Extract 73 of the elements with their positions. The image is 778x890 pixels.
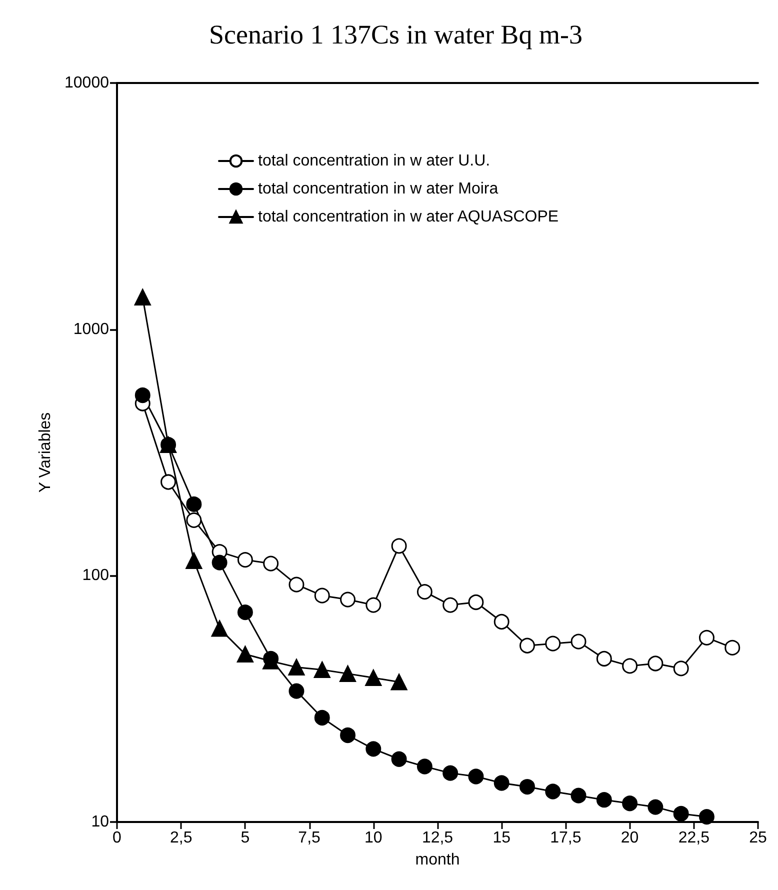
x-tick-label: 12,5 (422, 830, 454, 846)
point (340, 592, 356, 608)
x-tick-label: 10 (364, 830, 382, 846)
x-tick-label: 0 (112, 830, 122, 846)
legend-label: total concentration in w ater U.U. (258, 152, 490, 170)
point (596, 792, 612, 808)
point (545, 636, 561, 652)
point (366, 741, 382, 757)
point (442, 765, 458, 781)
point (236, 646, 254, 662)
point (160, 474, 176, 490)
x-tick-label: 2,5 (170, 830, 192, 846)
point (622, 658, 638, 674)
point (391, 538, 407, 554)
point (288, 576, 304, 592)
x-tick-label: 20 (620, 830, 639, 846)
point (263, 556, 279, 572)
point (340, 665, 356, 682)
point (570, 788, 586, 804)
legend-label: total concentration in w ater AQUASCOPE (258, 208, 559, 226)
point (520, 779, 535, 795)
x-tick-label: 7,5 (298, 830, 321, 846)
point (314, 710, 330, 726)
point (288, 683, 304, 699)
x-tick-label: 17,5 (550, 830, 582, 846)
point (237, 604, 253, 620)
point (494, 775, 510, 791)
point (237, 552, 253, 568)
point (314, 588, 330, 604)
x-tick-label: 25 (749, 830, 767, 846)
point (416, 584, 432, 600)
point (520, 638, 535, 654)
x-tick-label: 22,5 (678, 830, 710, 846)
point (134, 388, 150, 403)
point (673, 806, 689, 822)
point (622, 796, 638, 812)
point (648, 799, 664, 815)
y-tick-label: 100 (82, 567, 110, 584)
point (416, 758, 432, 774)
legend-label: total concentration in w ater Moira (258, 180, 498, 198)
point (211, 620, 228, 637)
point (442, 597, 458, 613)
point (340, 728, 356, 743)
point (724, 640, 740, 656)
y-tick-label: 10 (91, 814, 110, 830)
point (314, 662, 330, 678)
point (391, 751, 407, 767)
point (673, 660, 689, 676)
point (186, 552, 202, 569)
point (186, 496, 202, 512)
point (648, 656, 664, 672)
x-tick-label: 5 (240, 830, 250, 846)
point (288, 658, 305, 676)
point (570, 634, 586, 650)
point (596, 650, 612, 666)
x-tick-label: 15 (492, 830, 511, 846)
y-tick-label: 10000 (64, 74, 110, 92)
point (366, 597, 382, 613)
point (365, 670, 382, 686)
point (468, 768, 484, 784)
point (494, 614, 510, 630)
point (545, 784, 561, 800)
point (212, 554, 228, 570)
chart-title: Scenario 1 137Cs in water Bq m-3 (209, 20, 582, 50)
point (468, 594, 484, 610)
y-tick-label: 1000 (73, 320, 110, 338)
point (390, 674, 408, 690)
point (698, 809, 714, 825)
y-axis-title: Y Variables (37, 412, 54, 493)
x-axis-title: month (415, 852, 460, 868)
point (698, 630, 714, 646)
point (134, 288, 151, 306)
point (186, 512, 202, 528)
